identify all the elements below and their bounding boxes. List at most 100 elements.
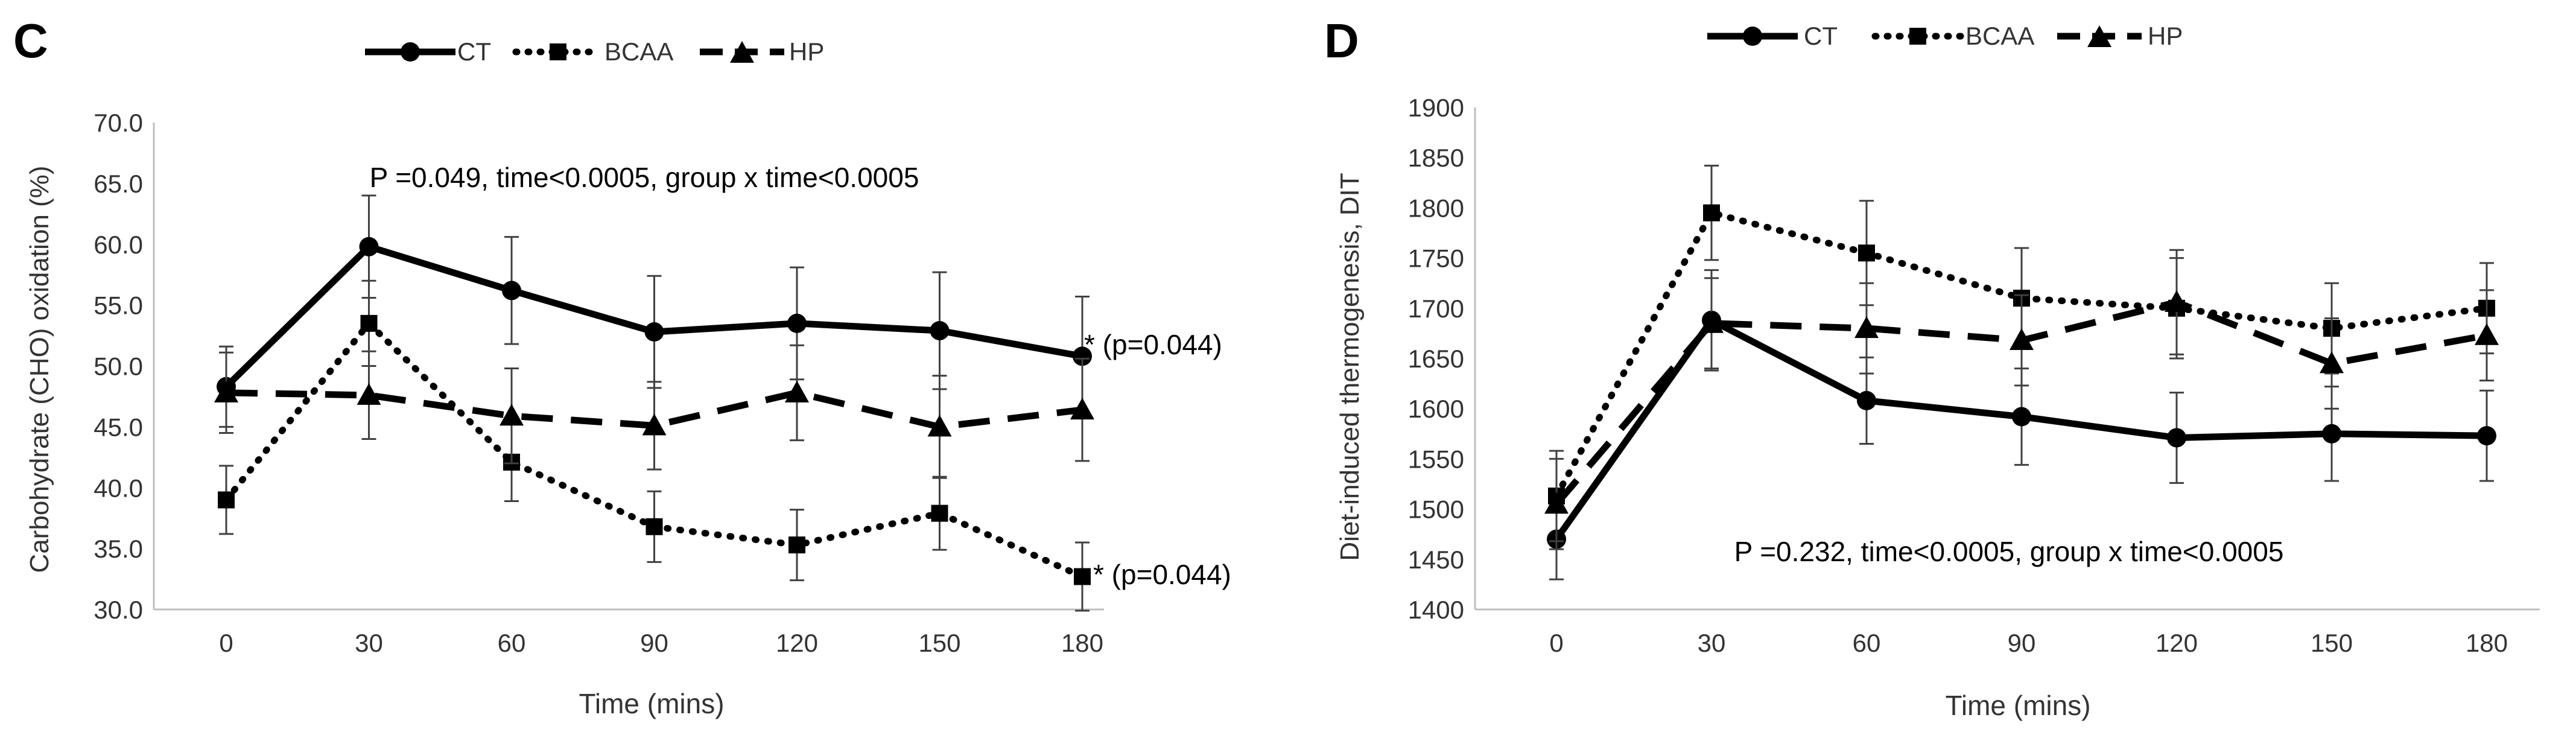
panel-c-hp-marker: [642, 413, 667, 436]
panel-c-ct-marker: [787, 313, 807, 333]
panel-c-x-axis-title: Time (mins): [579, 688, 724, 719]
legend-bcaa-label: BCAA: [1965, 22, 2034, 50]
panel-c-hp-marker: [214, 380, 238, 402]
panel-d: D CT BCAA HP P =0.232, time<0.0005, grou…: [1324, 14, 2540, 721]
panel-d-plot-area: [1544, 165, 2499, 581]
panel-d-y-tick-label: 1700: [1408, 294, 1464, 323]
panel-d-y-tick-label: 1850: [1408, 144, 1464, 172]
panel-c-y-tick-label: 60.0: [94, 231, 143, 259]
panel-c-ct-marker: [502, 281, 521, 301]
panel-c-x-tick-label: 60: [498, 629, 526, 657]
panel-d-series-hp: [1544, 249, 2499, 550]
panel-c-axes: 30.0 35.0 40.0 45.0 50.0 55.0 60.0 65.0 70.0 0 30 6…: [94, 109, 1104, 657]
panel-c-label: C: [13, 14, 48, 68]
panel-c-series-bcaa: [218, 279, 1091, 612]
panel-c-x-tick-label: 90: [640, 629, 668, 657]
panel-c-x-tick-label: 0: [219, 629, 233, 657]
panel-c-hp-marker: [927, 415, 952, 437]
panel-d-y-tick-label: 1500: [1408, 495, 1464, 524]
panel-d-stats-annotation: P =0.232, time<0.0005, group x time<0.00…: [1734, 536, 2284, 567]
panel-d-x-tick-label: 30: [1698, 629, 1726, 657]
panel-d-hp-marker: [2010, 328, 2034, 351]
panel-d-y-tick-label: 1600: [1408, 395, 1464, 423]
panel-c-y-tick-label: 55.0: [94, 291, 143, 320]
panel-d-axes: 1400145015001550160016501700175018001850…: [1408, 94, 2540, 657]
legend-hp-label: HP: [789, 37, 824, 66]
legend-hp-label: HP: [2148, 22, 2183, 50]
panel-d-legend: CT BCAA HP: [1707, 22, 2183, 50]
panel-c-legend: CT BCAA HP: [365, 37, 824, 66]
panel-d-y-tick-label: 1800: [1408, 194, 1464, 222]
panel-d-ct-marker: [1857, 390, 1876, 410]
panel-c-bcaa-marker: [788, 536, 805, 554]
panel-d-x-tick-label: 0: [1549, 629, 1563, 657]
panel-c-x-tick-label: 180: [1061, 629, 1103, 657]
panel-d-hp-marker: [1699, 311, 1724, 333]
panel-d-hp-marker: [2320, 351, 2344, 374]
panel-c-y-tick-label: 65.0: [94, 170, 143, 198]
panel-d-bcaa-marker: [1858, 244, 1875, 262]
panel-d-y-axis-title: Diet-induced thermogenesis, DIT: [1335, 173, 1365, 561]
legend-hp-marker: [2087, 25, 2111, 47]
panel-c-series-hp: [214, 344, 1094, 479]
panel-d-y-tick-label: 1450: [1408, 546, 1464, 574]
legend-bcaa-marker: [550, 43, 566, 60]
panel-c-x-tick-label: 120: [776, 629, 818, 657]
panel-c-bcaa-marker: [646, 518, 663, 535]
legend-ct-label: CT: [457, 37, 491, 66]
panel-c-bcaa-marker: [218, 491, 235, 509]
legend-hp-marker: [730, 41, 754, 63]
panel-d-label: D: [1324, 14, 1359, 68]
panel-d-hp-marker: [2165, 290, 2189, 312]
panel-d-x-tick-label: 60: [1853, 629, 1881, 657]
panel-c-bcaa-marker: [1074, 568, 1091, 585]
panel-c: C CT BCAA HP P =0.049, time<0.0005, grou…: [13, 14, 1231, 719]
panel-d-x-tick-label: 150: [2311, 629, 2353, 657]
panel-c-y-tick-label: 45.0: [94, 413, 143, 441]
panel-d-hp-marker: [2475, 323, 2499, 345]
panel-c-bcaa-significance: * (p=0.044): [1093, 559, 1231, 590]
panel-d-bcaa-marker: [1703, 204, 1720, 221]
panel-c-ct-marker: [1073, 346, 1092, 366]
panel-d-ct-marker: [2477, 426, 2496, 446]
panel-c-ct-marker: [930, 320, 950, 340]
legend-bcaa-marker: [1909, 28, 1926, 45]
panel-d-ct-marker: [2012, 407, 2031, 427]
panel-d-ct-marker: [2167, 428, 2186, 448]
panel-c-y-tick-label: 40.0: [94, 474, 143, 502]
panel-c-y-tick-label: 30.0: [94, 596, 143, 624]
panel-c-y-tick-label: 50.0: [94, 352, 143, 381]
panel-d-x-tick-label: 120: [2156, 629, 2198, 657]
panel-c-bcaa-marker: [931, 504, 948, 522]
panel-d-x-axis-title: Time (mins): [1945, 690, 2090, 721]
panel-c-y-tick-label: 35.0: [94, 535, 143, 563]
legend-bcaa-label: BCAA: [604, 37, 673, 66]
panel-d-x-tick-label: 180: [2466, 629, 2508, 657]
panel-c-x-tick-label: 30: [355, 629, 383, 657]
panel-c-x-tick-label: 150: [918, 629, 960, 657]
panel-c-ct-significance: * (p=0.044): [1084, 329, 1222, 360]
panel-c-y-tick-label: 70.0: [94, 109, 143, 137]
panel-d-y-tick-label: 1900: [1408, 94, 1464, 122]
panel-d-y-tick-label: 1550: [1408, 445, 1464, 473]
panel-c-hp-marker: [1070, 398, 1094, 420]
panel-d-y-tick-label: 1750: [1408, 244, 1464, 273]
legend-ct-marker: [401, 42, 420, 62]
legend-ct-label: CT: [1804, 22, 1838, 50]
panel-c-bcaa-marker: [360, 314, 378, 332]
panel-d-ct-marker: [2322, 424, 2341, 444]
panel-c-hp-marker: [500, 404, 524, 426]
panel-d-y-tick-label: 1400: [1408, 596, 1464, 624]
panel-d-hp-marker: [1544, 492, 1569, 514]
panel-d-x-tick-label: 90: [2008, 629, 2036, 657]
panel-c-plot-area: [214, 194, 1094, 612]
panel-c-hp-marker: [785, 380, 809, 402]
panel-c-ct-marker: [359, 237, 379, 256]
panel-d-hp-marker: [1854, 316, 1879, 339]
panel-c-y-axis-title: Carbohydrate (CHO) oxidation (%): [25, 166, 54, 573]
legend-ct-marker: [1743, 27, 1762, 46]
panel-d-y-tick-label: 1650: [1408, 345, 1464, 373]
panel-c-ct-marker: [644, 322, 664, 342]
panel-c-stats-annotation: P =0.049, time<0.0005, group x time<0.00…: [370, 162, 919, 193]
